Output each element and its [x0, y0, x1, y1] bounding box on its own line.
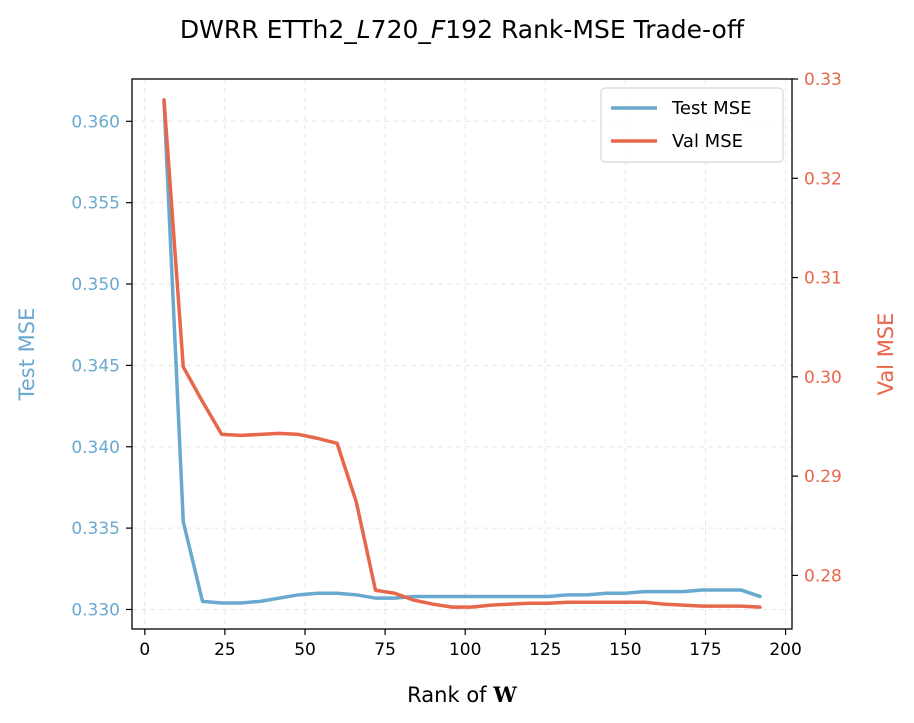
y-left-tick-label: 0.340: [71, 438, 120, 458]
y-right-tick-label: 0.28: [804, 566, 842, 586]
y-left-tick-label: 0.345: [71, 356, 120, 376]
x-tick-label: 50: [294, 640, 316, 660]
y-right-axis-title: Val MSE: [874, 313, 898, 396]
y-left-axis-title: Test MSE: [15, 308, 39, 402]
legend-label-test-mse: Test MSE: [671, 98, 752, 119]
y-right-tick-label: 0.30: [804, 368, 842, 388]
axes: 0 25 50 75 100 125 150 175 200 0.330 0.335 0.340 0.3…: [71, 70, 842, 660]
x-tick-label: 75: [374, 640, 396, 660]
y-left-tick-label: 0.350: [71, 275, 120, 295]
series-line-test-mse: [162, 100, 762, 605]
x-tick-label: 150: [609, 640, 641, 660]
y-right-tick-label: 0.32: [804, 169, 842, 189]
y-right-tick-label: 0.29: [804, 467, 842, 487]
x-tick-label: 125: [529, 640, 561, 660]
y-left-tick-label: 0.330: [71, 600, 120, 620]
series-line-val-mse: [162, 98, 762, 609]
x-tick-label: 100: [449, 640, 481, 660]
y-right-tick-label: 0.33: [804, 70, 842, 90]
y-right-tick-label: 0.31: [804, 269, 842, 289]
x-axis-title: Rank of W: [407, 682, 517, 707]
x-tick-label: 175: [689, 640, 721, 660]
legend: Test MSE Val MSE: [600, 87, 784, 163]
y-left-tick-label: 0.360: [71, 112, 120, 132]
chart-title: DWRR ETTh2_L720_F192 Rank-MSE Trade-off: [180, 15, 745, 44]
plot-frame: [131, 78, 793, 630]
y-left-tick-label: 0.335: [71, 519, 120, 539]
legend-label-val-mse: Val MSE: [672, 131, 743, 152]
series-layer: [162, 98, 762, 609]
x-tick-label: 0: [139, 640, 150, 660]
y-left-tick-label: 0.355: [71, 194, 120, 214]
x-tick-label: 200: [769, 640, 801, 660]
x-tick-label: 25: [214, 640, 236, 660]
